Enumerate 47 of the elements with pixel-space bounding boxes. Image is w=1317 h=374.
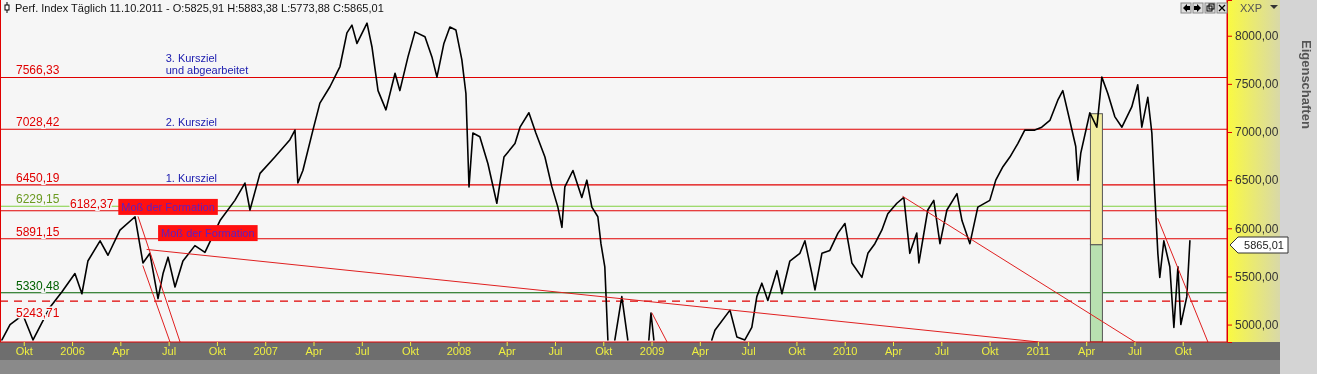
annotation: 3. Kursziel und abgearbeitet (165, 52, 249, 77)
y-tick-label: 6500,00 (1235, 173, 1279, 188)
x-tick-label: Apr (1078, 344, 1096, 357)
y-tick-label: 5000,00 (1235, 317, 1279, 332)
ref-line-label: 5330,48 (16, 278, 60, 293)
ref-line-label: 6450,19 (16, 170, 60, 185)
y-tick-label: 8000,00 (1235, 29, 1279, 44)
annotation: Moß der Formation (121, 200, 215, 213)
x-tick-label: Okt (15, 344, 33, 357)
x-tick-label: Jul (934, 344, 949, 357)
y-tick-label: 6000,00 (1235, 221, 1279, 236)
x-tick-label: Okt (595, 344, 613, 357)
x-tick-label: 2006 (60, 344, 85, 357)
annotation: Moß der Formation (161, 227, 255, 240)
x-tick-label: Jul (548, 344, 563, 357)
x-tick-label: Jul (355, 344, 370, 357)
x-tick-label: 2008 (446, 344, 472, 357)
x-tick-label: Apr (884, 344, 903, 357)
ref-line-label: 7028,42 (16, 115, 60, 130)
x-tick-label: Okt (1174, 344, 1192, 357)
text: Eigenschaften (1299, 40, 1314, 129)
x-tick-label: Apr (691, 344, 710, 357)
x-tick-label: 2011 (1026, 344, 1051, 357)
x-tick-label: Jul (162, 344, 177, 357)
x-tick-label: Apr (112, 344, 130, 357)
ref-line-label: 6229,15 (16, 192, 60, 207)
x-tick-label: Okt (208, 344, 226, 357)
annotation: 2. Kursziel (165, 116, 218, 129)
y-tick-label: 7000,00 (1235, 125, 1279, 140)
x-tick-label: 2007 (253, 344, 278, 357)
text: 5865,01 (1244, 239, 1284, 251)
x-tick-label: Apr (305, 344, 323, 357)
ref-line-label: 7566,33 (16, 63, 60, 78)
y-tick-label: 7500,00 (1235, 77, 1279, 92)
ref-line-label: 5891,15 (16, 224, 60, 239)
text: XXP (1240, 2, 1263, 14)
annotation: 1. Kursziel (165, 171, 218, 184)
x-tick-label: Okt (788, 344, 806, 357)
y-tick-label: 5500,00 (1235, 269, 1279, 284)
x-tick-label: Okt (981, 344, 999, 357)
x-tick-label: Apr (498, 344, 517, 357)
x-tick-label: Jul (1127, 344, 1142, 357)
x-tick-label: 2009 (639, 344, 665, 357)
x-tick-label: 2010 (832, 344, 858, 357)
x-tick-label: Jul (741, 344, 756, 357)
x-tick-label: Okt (402, 344, 420, 357)
chart-title: Perf. Index Täglich 11.10.2011 - O:5825,91 H:5883,38 L:5773,88 C:5865,01 (15, 2, 384, 14)
